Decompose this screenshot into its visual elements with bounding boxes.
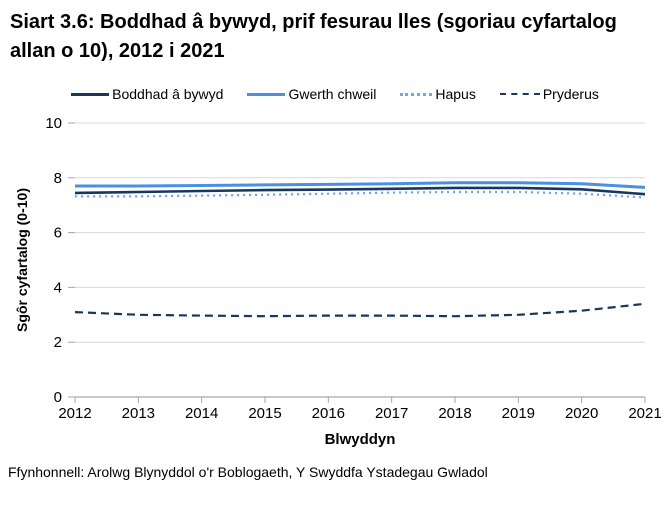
legend-line-dashed-icon xyxy=(499,93,540,95)
legend-item-pryderus: Pryderus xyxy=(499,86,599,102)
x-tick-label: 2013 xyxy=(122,405,155,422)
legend-label: Boddhad â bywyd xyxy=(112,86,224,102)
legend-line-dotted-icon xyxy=(400,92,433,96)
y-tick-label: 8 xyxy=(54,170,62,187)
x-tick-label: 2018 xyxy=(438,405,471,422)
legend-item-gwerth-chweil: Gwerth chweil xyxy=(247,86,376,102)
series-line-gwerth-chweil xyxy=(75,181,646,189)
x-tick-label: 2017 xyxy=(375,405,408,422)
legend-line-solid-blue-icon xyxy=(247,92,286,96)
x-tick-label: 2021 xyxy=(628,405,661,422)
x-tick-label: 2016 xyxy=(312,405,345,422)
legend-label: Gwerth chweil xyxy=(288,86,377,102)
y-tick-label: 2 xyxy=(54,334,62,351)
legend-item-hapus: Hapus xyxy=(400,86,476,102)
x-tick-label: 2020 xyxy=(565,405,598,422)
legend-label: Pryderus xyxy=(542,86,599,102)
y-axis-title: Sgôr cyfartalog (0-10) xyxy=(14,188,30,332)
legend-label: Hapus xyxy=(435,86,476,102)
y-tick-label: 0 xyxy=(54,389,62,406)
y-tick-label: 4 xyxy=(54,279,62,296)
x-tick-label: 2012 xyxy=(58,405,91,422)
series-line-hapus xyxy=(75,190,646,199)
x-axis-title: Blwyddyn xyxy=(324,431,396,448)
series-line-pryderus xyxy=(74,302,646,318)
legend-line-solid-navy-icon xyxy=(71,92,110,96)
y-tick-label: 6 xyxy=(54,225,62,242)
y-tick-label: 10 xyxy=(45,115,62,132)
legend-item-boddhad-a-bywyd: Boddhad â bywyd xyxy=(71,86,223,102)
x-tick-label: 2014 xyxy=(185,405,218,422)
y-axis-title-wrap: Sgôr cyfartalog (0-10) xyxy=(12,123,32,397)
x-tick-label: 2015 xyxy=(248,405,281,422)
source-note: Ffynhonnell: Arolwg Blynyddol o'r Boblog… xyxy=(8,464,488,480)
chart-title: Siart 3.6: Boddhad â bywyd, prif fesurau… xyxy=(10,11,617,62)
line-chart: 0 2 4 6 8 10 2012 2013 2014 2015 2016 2017 2018 2019 2… xyxy=(45,115,661,422)
legend: Boddhad â bywyd Gwerth chweil Hapus Pryd… xyxy=(0,86,670,102)
x-tick-label: 2019 xyxy=(502,405,535,422)
series-line-boddhad-bywyd xyxy=(74,186,646,196)
